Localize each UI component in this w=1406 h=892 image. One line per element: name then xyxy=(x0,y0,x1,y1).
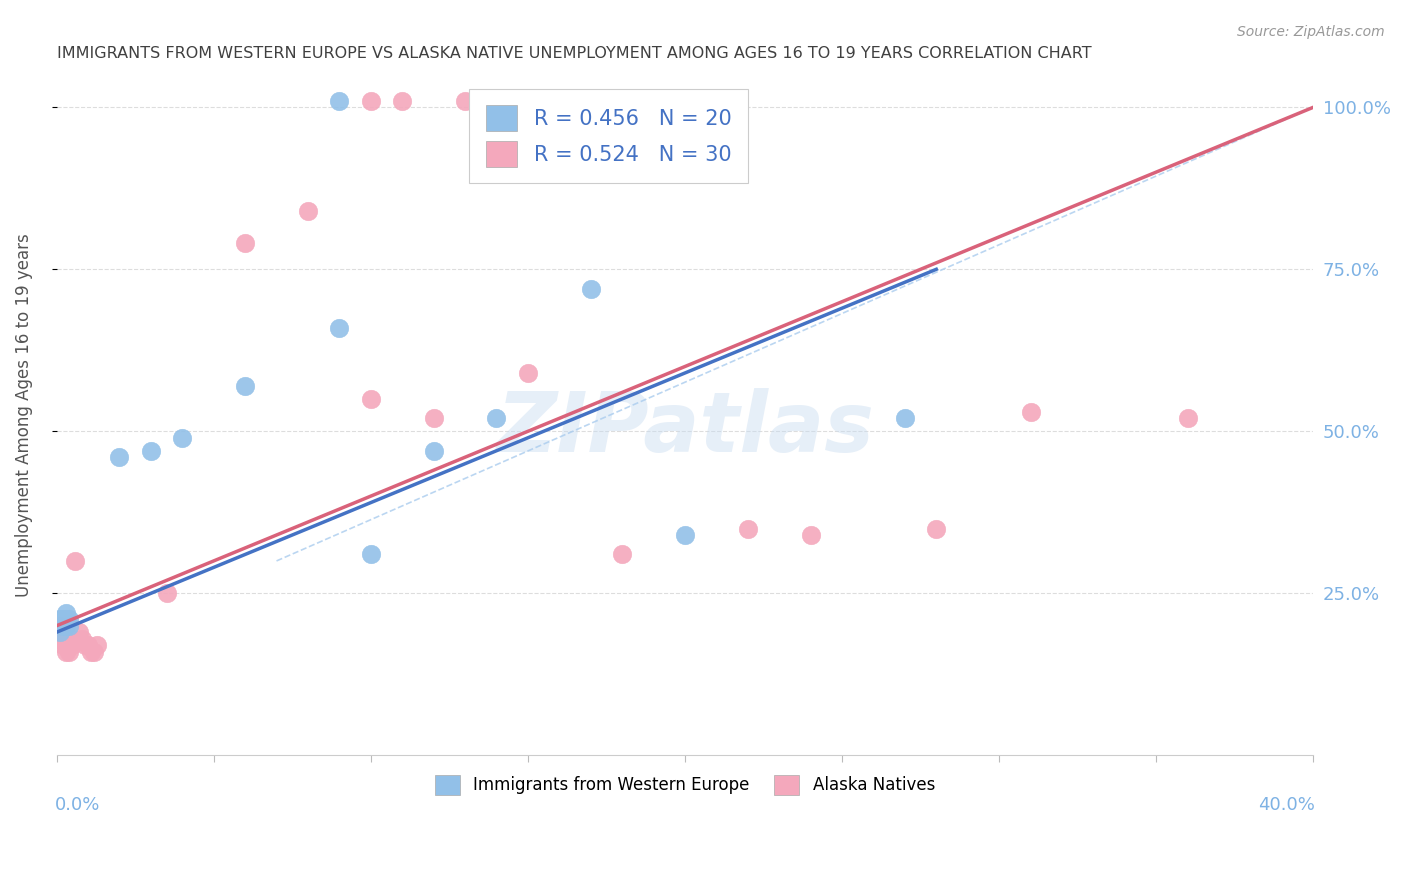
Point xyxy=(155,586,177,600)
Point xyxy=(73,638,96,652)
Point xyxy=(610,548,633,562)
Point xyxy=(58,645,80,659)
Point xyxy=(80,645,103,659)
Point xyxy=(1019,405,1042,419)
Point xyxy=(77,638,100,652)
Point xyxy=(55,645,77,659)
Point xyxy=(58,618,80,632)
Point xyxy=(52,618,75,632)
Text: IMMIGRANTS FROM WESTERN EUROPE VS ALASKA NATIVE UNEMPLOYMENT AMONG AGES 16 TO 19: IMMIGRANTS FROM WESTERN EUROPE VS ALASKA… xyxy=(56,46,1091,62)
Point xyxy=(422,411,444,425)
Point xyxy=(516,366,538,380)
Point xyxy=(233,236,256,251)
Point xyxy=(48,612,70,626)
Point xyxy=(328,94,350,108)
Point xyxy=(579,282,602,296)
Point xyxy=(139,443,162,458)
Point xyxy=(737,522,759,536)
Point xyxy=(55,606,77,620)
Point xyxy=(48,632,70,646)
Text: 0.0%: 0.0% xyxy=(55,797,101,814)
Point xyxy=(67,625,90,640)
Point xyxy=(48,625,70,640)
Legend: Immigrants from Western Europe, Alaska Natives: Immigrants from Western Europe, Alaska N… xyxy=(422,761,949,808)
Text: ZIPatlas: ZIPatlas xyxy=(496,388,875,469)
Point xyxy=(60,632,83,646)
Point xyxy=(485,411,508,425)
Point xyxy=(360,392,382,406)
Point xyxy=(422,443,444,458)
Point xyxy=(52,638,75,652)
Point xyxy=(83,645,105,659)
Y-axis label: Unemployment Among Ages 16 to 19 years: Unemployment Among Ages 16 to 19 years xyxy=(15,233,32,597)
Point xyxy=(894,411,917,425)
Point xyxy=(52,625,75,640)
Point xyxy=(297,204,319,219)
Point xyxy=(55,612,77,626)
Text: 40.0%: 40.0% xyxy=(1257,797,1315,814)
Point xyxy=(172,431,194,445)
Point xyxy=(108,450,131,465)
Point xyxy=(48,618,70,632)
Point xyxy=(673,528,696,542)
Point xyxy=(233,379,256,393)
Point xyxy=(360,548,382,562)
Point xyxy=(454,94,477,108)
Text: Source: ZipAtlas.com: Source: ZipAtlas.com xyxy=(1237,25,1385,39)
Point xyxy=(55,638,77,652)
Point xyxy=(328,320,350,334)
Point xyxy=(60,638,83,652)
Point xyxy=(391,94,413,108)
Point xyxy=(58,612,80,626)
Point xyxy=(55,618,77,632)
Point xyxy=(58,632,80,646)
Point xyxy=(1177,411,1199,425)
Point xyxy=(86,638,108,652)
Point xyxy=(70,632,93,646)
Point xyxy=(52,612,75,626)
Point xyxy=(925,522,948,536)
Point xyxy=(360,94,382,108)
Point xyxy=(800,528,823,542)
Point xyxy=(65,554,87,568)
